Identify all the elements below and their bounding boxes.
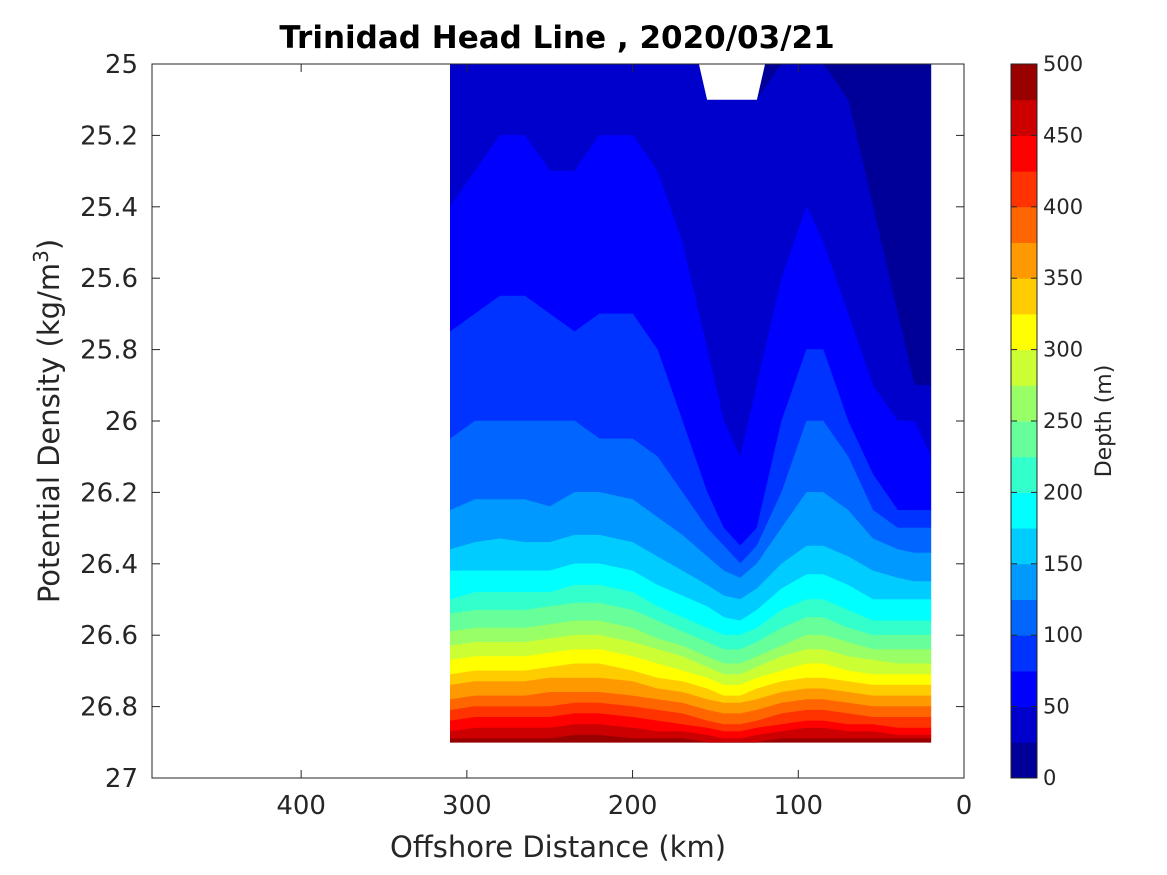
no-data-gap — [698, 64, 766, 100]
y-tick-label: 26.4 — [80, 550, 138, 580]
colorbar: 0 50 100 150 200 250 300 350 400 450 500 — [1010, 52, 1083, 790]
y-tick-label: 27 — [105, 764, 138, 794]
colorbar-segment — [1011, 206, 1037, 243]
colorbar-segment — [1011, 563, 1037, 600]
colorbar-tick-label: 300 — [1043, 338, 1083, 362]
colorbar-segment — [1011, 599, 1037, 636]
colorbar-segment — [1011, 313, 1037, 351]
colorbar-tick-label: 200 — [1043, 480, 1083, 504]
y-axis-label-superscript: 3 — [29, 250, 53, 263]
colorbar-segment — [1011, 492, 1037, 529]
y-tick-label: 26 — [105, 407, 138, 437]
colorbar-tick-label: 450 — [1043, 123, 1083, 147]
x-tick-label: 300 — [442, 791, 492, 821]
x-tick-label: 0 — [956, 791, 973, 821]
colorbar-segment — [1011, 99, 1037, 136]
colorbar-segment — [1011, 349, 1037, 386]
colorbar-tick-label: 0 — [1043, 766, 1056, 790]
colorbar-segment — [1011, 135, 1037, 172]
y-tick-label: 26.2 — [80, 478, 138, 508]
colorbar-segment — [1011, 528, 1037, 565]
x-tick-label: 100 — [773, 791, 823, 821]
colorbar-segment — [1011, 635, 1037, 672]
y-tick-label: 26.6 — [80, 621, 138, 651]
x-tick-label: 200 — [608, 791, 658, 821]
y-axis-label-tail: ) — [32, 239, 66, 250]
colorbar-segment — [1011, 456, 1037, 493]
y-tick-label: 25.8 — [80, 336, 138, 366]
y-tick-label: 26.8 — [80, 693, 138, 723]
colorbar-tick-label: 500 — [1043, 52, 1083, 76]
colorbar-tick-label: 150 — [1043, 552, 1083, 576]
colorbar-tick-label: 50 — [1043, 695, 1070, 719]
colorbar-label: Depth (m) — [1092, 365, 1117, 478]
y-tick-label: 25.6 — [80, 264, 138, 294]
y-tick-label: 25 — [105, 50, 138, 80]
colorbar-segment — [1011, 242, 1037, 279]
x-axis-ticks: 400 300 200 100 0 — [276, 64, 972, 821]
y-tick-label: 25.2 — [80, 121, 138, 151]
colorbar-segment — [1011, 421, 1037, 458]
colorbar-tick-label: 350 — [1043, 266, 1083, 290]
colorbar-segment — [1011, 64, 1037, 101]
y-axis-label: Potential Density (kg/m3) — [29, 239, 66, 603]
contour-fills — [449, 64, 932, 743]
contour-band — [450, 64, 932, 386]
colorbar-segment — [1011, 742, 1037, 779]
colorbar-segment — [1011, 278, 1037, 315]
contour-band — [449, 734, 932, 743]
y-tick-label: 25.4 — [80, 193, 138, 223]
colorbar-segment — [1011, 171, 1037, 208]
colorbar-tick-label: 400 — [1043, 195, 1083, 219]
plot-area: 400 300 200 100 0 25 25.2 25.4 25.6 25.8 26 26.2 26… — [80, 50, 972, 821]
colorbar-segment — [1011, 385, 1037, 422]
colorbar-segment — [1011, 670, 1037, 708]
colorbar-segment — [1011, 706, 1037, 743]
chart-title: Trinidad Head Line , 2020/03/21 — [279, 20, 834, 56]
y-axis-ticks: 25 25.2 25.4 25.6 25.8 26 26.2 26.4 26.6 26.8 27 — [80, 50, 964, 794]
colorbar-tick-label: 100 — [1043, 623, 1083, 647]
x-tick-label: 400 — [276, 791, 326, 821]
colorbar-tick-label: 250 — [1043, 409, 1083, 433]
y-axis-label-main: Potential Density (kg/m — [32, 263, 66, 603]
x-axis-label: Offshore Distance (km) — [390, 830, 726, 864]
